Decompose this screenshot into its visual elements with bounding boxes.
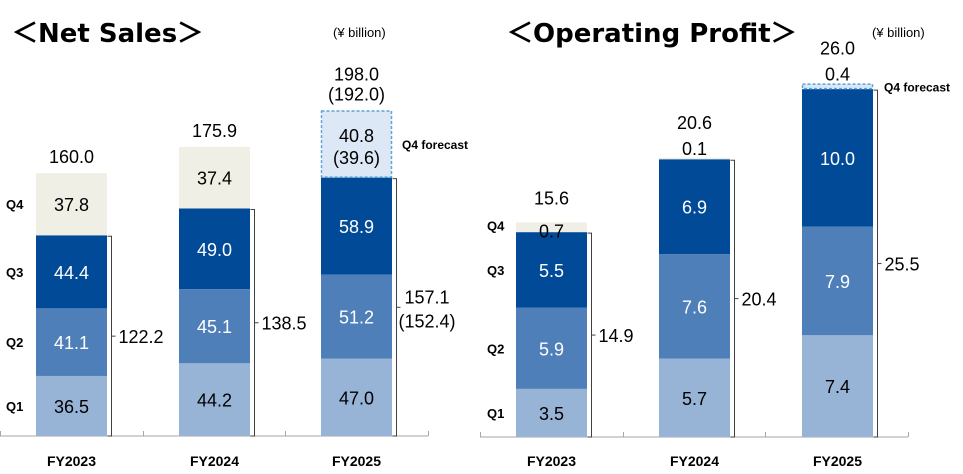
operating-profit-q1-q3-total-label: 14.9 bbox=[599, 326, 634, 346]
net-sales-data-label: 37.8 bbox=[54, 195, 89, 215]
net-sales-category-label-fy2024: FY2024 bbox=[190, 453, 239, 469]
net-sales-total-sub-label: (192.0) bbox=[328, 84, 385, 104]
operating-profit-bar-fy2023-q1 bbox=[516, 388, 587, 437]
net-sales-quarter-label-q1: Q1 bbox=[6, 399, 23, 414]
operating-profit-bracket bbox=[873, 89, 878, 438]
operating-profit-data-label: 0.4 bbox=[825, 65, 850, 85]
operating-profit-quarter-label-q2: Q2 bbox=[487, 341, 504, 356]
operating-profit-total-label: 20.6 bbox=[677, 113, 712, 133]
net-sales-quarter-label-q4: Q4 bbox=[6, 197, 24, 212]
net-sales-category-label-fy2023: FY2023 bbox=[47, 453, 96, 469]
net-sales-bar-fy2025-q2 bbox=[321, 274, 392, 359]
operating-profit-data-label: 10.0 bbox=[820, 149, 855, 169]
net-sales-bracket bbox=[392, 178, 397, 437]
net-sales-bar-fy2023-q4 bbox=[36, 173, 107, 236]
operating-profit-total-label: 15.6 bbox=[534, 189, 569, 209]
operating-profit-unit: (¥ billion) bbox=[872, 25, 925, 40]
net-sales-total-label: 160.0 bbox=[49, 147, 94, 167]
net-sales-data-label: 44.4 bbox=[54, 263, 89, 283]
operating-profit-data-label: 7.6 bbox=[682, 297, 707, 317]
net-sales-quarter-label-q2: Q2 bbox=[6, 335, 23, 350]
net-sales-bar-fy2023-q3 bbox=[36, 235, 107, 309]
operating-profit-data-label: 6.9 bbox=[682, 198, 707, 218]
operating-profit-category-label-fy2025: FY2025 bbox=[813, 453, 862, 469]
net-sales-bracket bbox=[107, 235, 112, 437]
operating-profit-quarter-label-q1: Q1 bbox=[487, 406, 504, 421]
net-sales-bar-fy2023-q1 bbox=[36, 375, 107, 436]
net-sales-total-label: 198.0 bbox=[334, 64, 379, 84]
operating-profit-data-label: 5.5 bbox=[539, 261, 564, 281]
net-sales-bar-fy2024-q4 bbox=[179, 146, 250, 209]
net-sales-data-label: 40.8 bbox=[339, 126, 374, 146]
net-sales-data-label: 47.0 bbox=[339, 388, 374, 408]
operating-profit-bar-fy2025-q1 bbox=[802, 335, 873, 437]
net-sales-data-label: 37.4 bbox=[197, 169, 232, 189]
net-sales-data-label: 51.2 bbox=[339, 308, 374, 328]
net-sales-data-label: 41.1 bbox=[54, 333, 89, 353]
operating-profit-data-label: 7.9 bbox=[825, 272, 850, 292]
operating-profit-data-label: 7.4 bbox=[825, 377, 850, 397]
net-sales-q1-q3-total-label: 138.5 bbox=[262, 314, 307, 334]
operating-profit-bar-fy2024-q1 bbox=[659, 358, 730, 437]
operating-profit-quarter-label-q3: Q3 bbox=[487, 263, 504, 278]
operating-profit-category-label-fy2023: FY2023 bbox=[527, 453, 576, 469]
operating-profit-bar-fy2024-q3 bbox=[659, 159, 730, 255]
operating-profit-data-label: 5.7 bbox=[682, 389, 707, 409]
net-sales-category-label-fy2025: FY2025 bbox=[332, 453, 381, 469]
net-sales-title: ＜Net Sales＞ bbox=[12, 19, 203, 49]
net-sales-bar-fy2024-q3 bbox=[179, 208, 250, 290]
net-sales-bracket bbox=[250, 208, 255, 437]
net-sales-q1-q3-total-label: 122.2 bbox=[119, 327, 164, 347]
net-sales-q1-q3-total-sub-label: (152.4) bbox=[399, 311, 456, 331]
net-sales-quarter-label-q3: Q3 bbox=[6, 265, 23, 280]
operating-profit-data-label: 0.1 bbox=[682, 139, 707, 159]
operating-profit-category-label-fy2024: FY2024 bbox=[670, 453, 719, 469]
net-sales-data-sub-label: (39.6) bbox=[333, 148, 380, 168]
net-sales-q1-q3-total-label: 157.1 bbox=[405, 287, 450, 307]
net-sales-q4-forecast-label: Q4 forecast bbox=[402, 138, 468, 152]
operating-profit-q4-forecast-label: Q4 forecast bbox=[884, 80, 950, 94]
operating-profit-bar-fy2023-q2 bbox=[516, 307, 587, 389]
net-sales-bar-fy2023-q2 bbox=[36, 308, 107, 376]
operating-profit-title: ＜Operating Profit＞ bbox=[507, 19, 797, 49]
operating-profit-data-label: 0.7 bbox=[539, 222, 564, 242]
net-sales-total-label: 175.9 bbox=[192, 121, 237, 141]
net-sales-bar-fy2025-q3 bbox=[321, 177, 392, 275]
operating-profit-bracket bbox=[730, 159, 735, 438]
operating-profit-q1-q3-total-label: 20.4 bbox=[742, 290, 777, 310]
net-sales-data-label: 45.1 bbox=[197, 317, 232, 337]
operating-profit-bar-fy2025-q2 bbox=[802, 226, 873, 336]
net-sales-data-label: 58.9 bbox=[339, 217, 374, 237]
net-sales-bar-fy2024-q2 bbox=[179, 289, 250, 364]
operating-profit-quarter-label-q4: Q4 bbox=[487, 219, 505, 234]
operating-profit-bracket bbox=[587, 232, 592, 438]
operating-profit-chart: Q1 Q2 Q3 Q4 3.5 5.9 5.5 0.7 15.6 14.9 FY2023 5.7 7.6… bbox=[480, 39, 950, 469]
operating-profit-bar-fy2023-q4 bbox=[516, 222, 587, 233]
net-sales-data-label: 44.2 bbox=[197, 391, 232, 411]
operating-profit-data-label: 3.5 bbox=[539, 404, 564, 424]
operating-profit-data-label: 5.9 bbox=[539, 339, 564, 359]
operating-profit-total-label: 26.0 bbox=[820, 39, 855, 59]
operating-profit-bar-fy2025-q3 bbox=[802, 89, 873, 227]
operating-profit-q1-q3-total-label: 25.5 bbox=[885, 255, 920, 275]
operating-profit-bar-fy2023-q3 bbox=[516, 232, 587, 308]
net-sales-bar-fy2025-q1 bbox=[321, 358, 392, 436]
operating-profit-bar-fy2024-q2 bbox=[659, 254, 730, 359]
operating-profit-bar-fy2024-q4 bbox=[659, 157, 730, 160]
net-sales-chart: Q1 Q2 Q3 Q4 36.5 41.1 44.4 37.8 160.0 122.2 FY2023… bbox=[0, 64, 468, 469]
net-sales-bar-fy2024-q1 bbox=[179, 363, 250, 436]
net-sales-unit: (¥ billion) bbox=[333, 25, 386, 40]
net-sales-bar-fy2025-q4-forecast bbox=[320, 110, 393, 178]
operating-profit-bar-fy2025-q4-forecast bbox=[801, 83, 874, 90]
net-sales-data-label: 36.5 bbox=[54, 397, 89, 417]
net-sales-data-label: 49.0 bbox=[197, 240, 232, 260]
